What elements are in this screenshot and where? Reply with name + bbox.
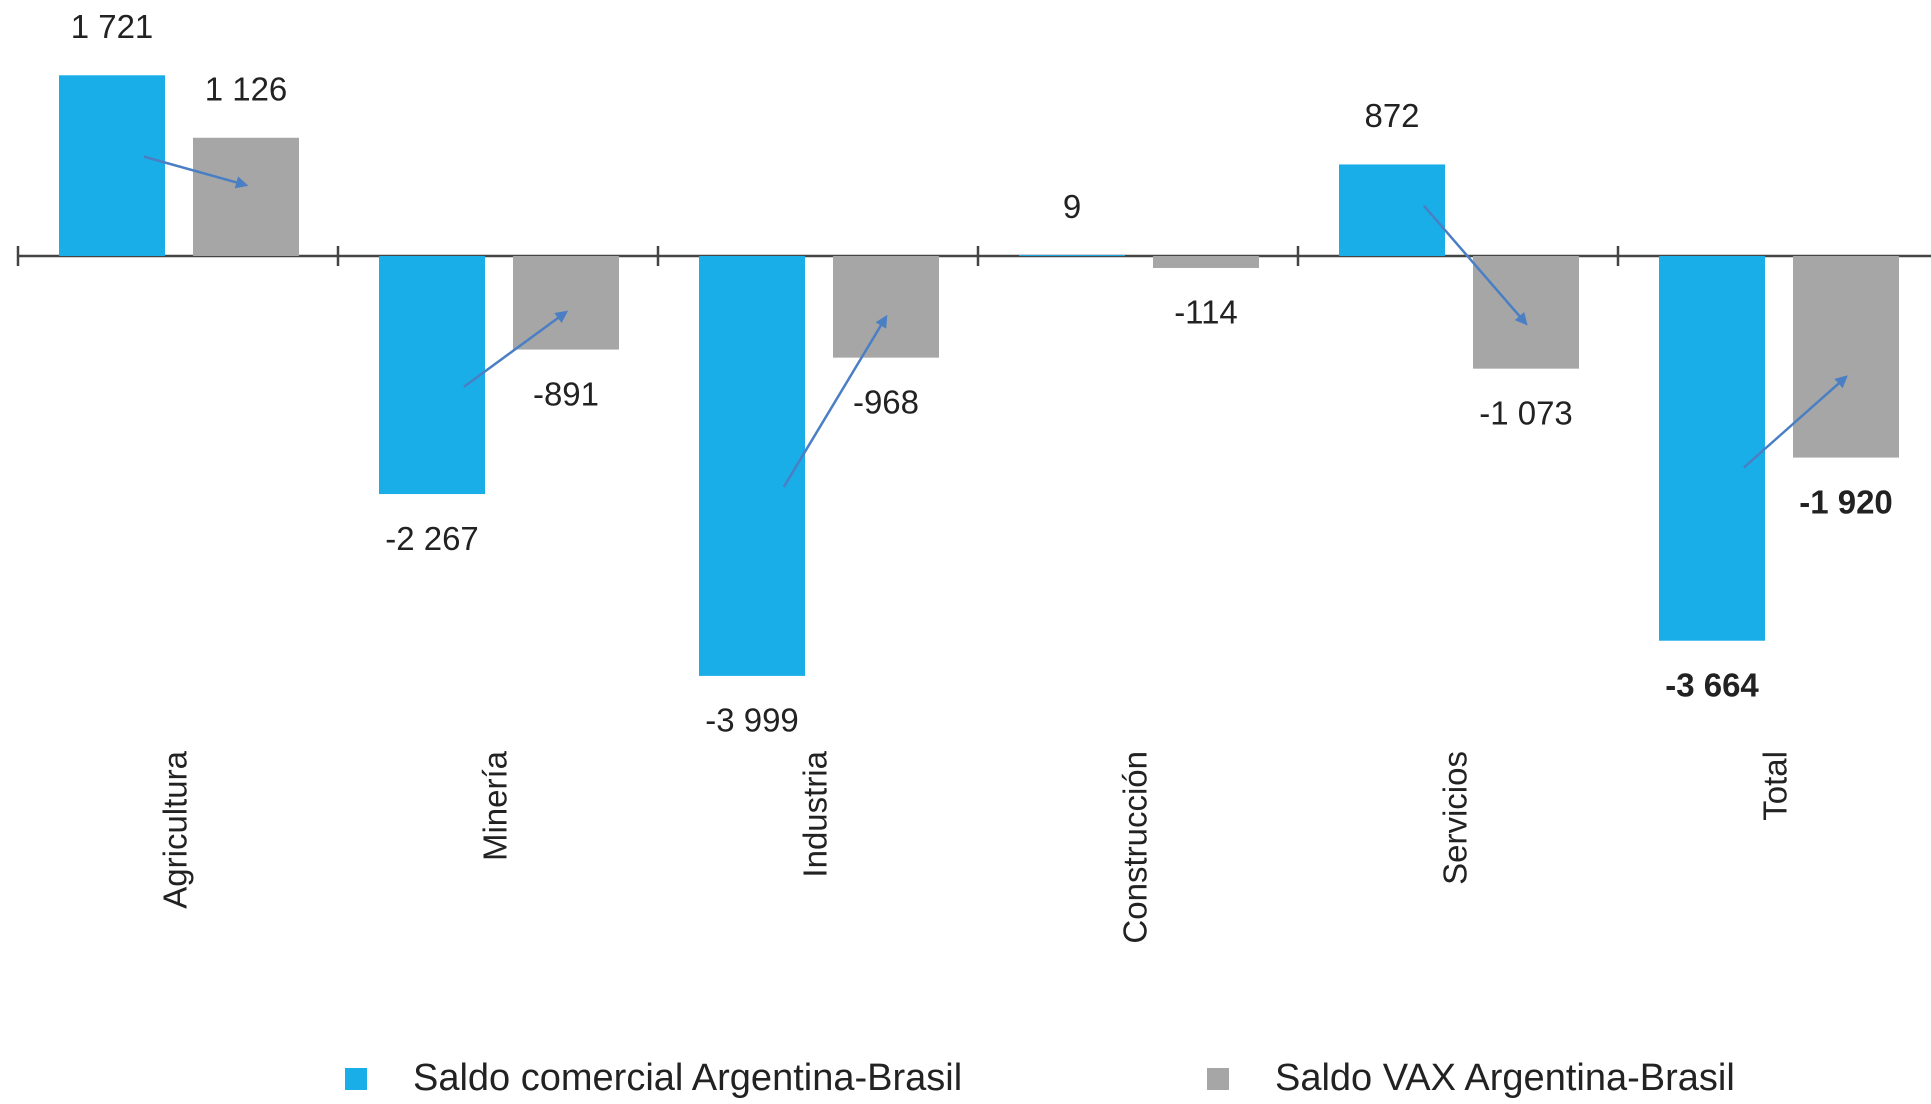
data-label: 1 126 xyxy=(205,70,288,107)
bar xyxy=(193,137,299,256)
bar xyxy=(513,256,619,350)
x-tick-label: Agricultura xyxy=(157,750,194,908)
legend-label: Saldo VAX Argentina-Brasil xyxy=(1275,1057,1735,1099)
bar xyxy=(1793,256,1899,458)
arrow xyxy=(463,310,569,388)
data-label: -3 664 xyxy=(1665,666,1759,703)
data-label: 9 xyxy=(1063,188,1081,225)
bar xyxy=(1153,256,1259,268)
x-tick-label: Minería xyxy=(477,750,514,861)
bar xyxy=(1473,256,1579,369)
data-label: -114 xyxy=(1174,294,1238,331)
x-tick-label: Industria xyxy=(797,750,834,877)
data-label: -1 920 xyxy=(1799,483,1893,520)
data-label: 1 721 xyxy=(71,8,154,45)
x-tick-label: Total xyxy=(1757,751,1794,821)
data-label: -2 267 xyxy=(385,520,479,557)
x-tick-label: Servicios xyxy=(1437,751,1474,885)
arrow xyxy=(143,155,249,189)
data-label: 872 xyxy=(1364,97,1419,134)
legend-swatch xyxy=(345,1068,367,1090)
x-tick-label: Construcción xyxy=(1117,751,1154,944)
bar xyxy=(1019,255,1125,257)
bar xyxy=(59,75,165,256)
bar xyxy=(699,256,805,676)
bar xyxy=(1659,256,1765,641)
data-label: -891 xyxy=(533,375,599,412)
arrow xyxy=(782,314,888,488)
arrow xyxy=(1422,204,1528,326)
bar xyxy=(379,256,485,495)
arrow xyxy=(1742,375,1848,469)
legend-label: Saldo comercial Argentina-Brasil xyxy=(413,1057,962,1099)
data-label: -3 999 xyxy=(705,702,799,739)
data-label: -1 073 xyxy=(1479,394,1573,431)
bar xyxy=(833,256,939,358)
legend-swatch xyxy=(1207,1068,1229,1090)
data-label: -968 xyxy=(853,383,919,420)
